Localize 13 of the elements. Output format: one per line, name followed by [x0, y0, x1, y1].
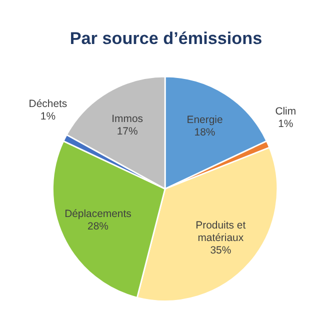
slice-label: Déplacements: [64, 209, 132, 220]
slice-label: Immos: [112, 114, 143, 125]
slice-label: Energie: [186, 114, 223, 126]
data-label: 17%: [116, 126, 138, 138]
data-label: 18%: [194, 127, 216, 138]
slice-label: Déchets: [28, 98, 68, 110]
data-label: 1%: [278, 118, 294, 130]
data-label: 35%: [210, 245, 232, 256]
chart-title: Par source d’émissions: [70, 28, 262, 48]
slice-label: Produits et matériaux: [196, 220, 246, 244]
data-label: 1%: [40, 111, 56, 122]
data-label: 28%: [88, 221, 108, 232]
slice-label: Clim: [275, 106, 296, 118]
